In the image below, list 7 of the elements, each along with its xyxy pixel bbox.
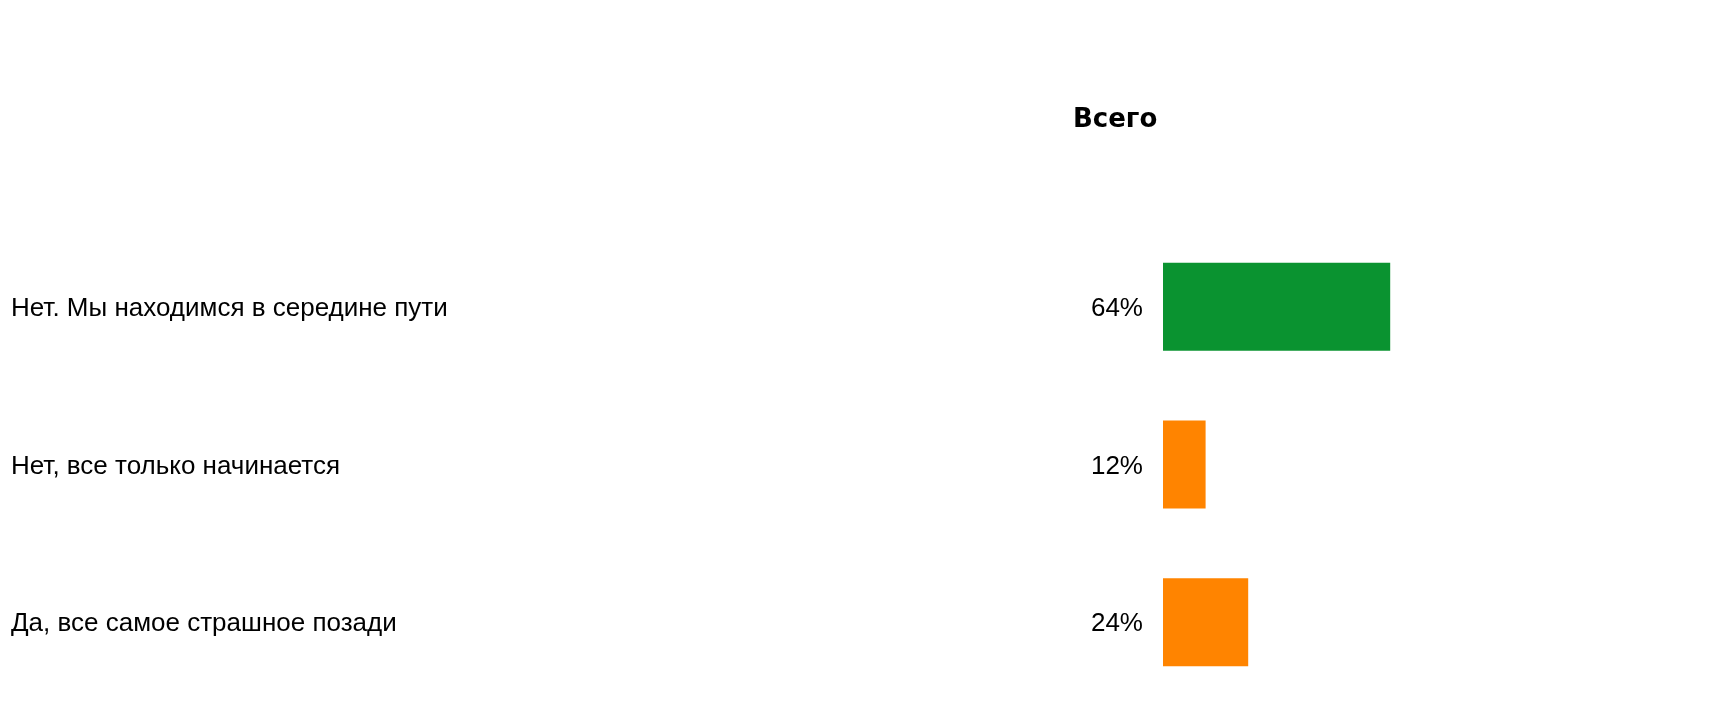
- chart-title: Всего: [1073, 103, 1158, 133]
- y-tick-label: Нет. Мы находимся в середине пути: [11, 291, 448, 322]
- data-label: 12%: [1090, 449, 1143, 480]
- data-label: 24%: [1090, 607, 1143, 638]
- data-label: 64%: [1090, 291, 1143, 322]
- y-tick-label: Да, все самое страшное позади: [11, 607, 397, 638]
- y-tick-label: Нет, все только начинается: [11, 449, 341, 480]
